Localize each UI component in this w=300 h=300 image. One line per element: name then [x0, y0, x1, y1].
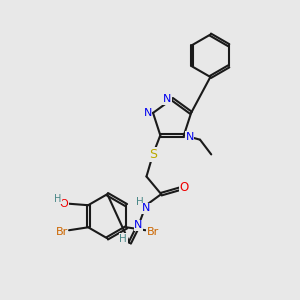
- Text: H: H: [136, 197, 143, 207]
- Text: S: S: [149, 148, 157, 161]
- Text: N: N: [142, 203, 150, 213]
- Text: O: O: [60, 199, 68, 209]
- Text: H: H: [54, 194, 61, 204]
- Text: H: H: [119, 234, 127, 244]
- Text: Br: Br: [56, 227, 68, 237]
- Text: N: N: [163, 94, 171, 104]
- Text: Br: Br: [147, 227, 159, 237]
- Text: N: N: [134, 220, 143, 230]
- Text: N: N: [186, 132, 194, 142]
- Text: N: N: [144, 108, 152, 118]
- Text: O: O: [179, 181, 189, 194]
